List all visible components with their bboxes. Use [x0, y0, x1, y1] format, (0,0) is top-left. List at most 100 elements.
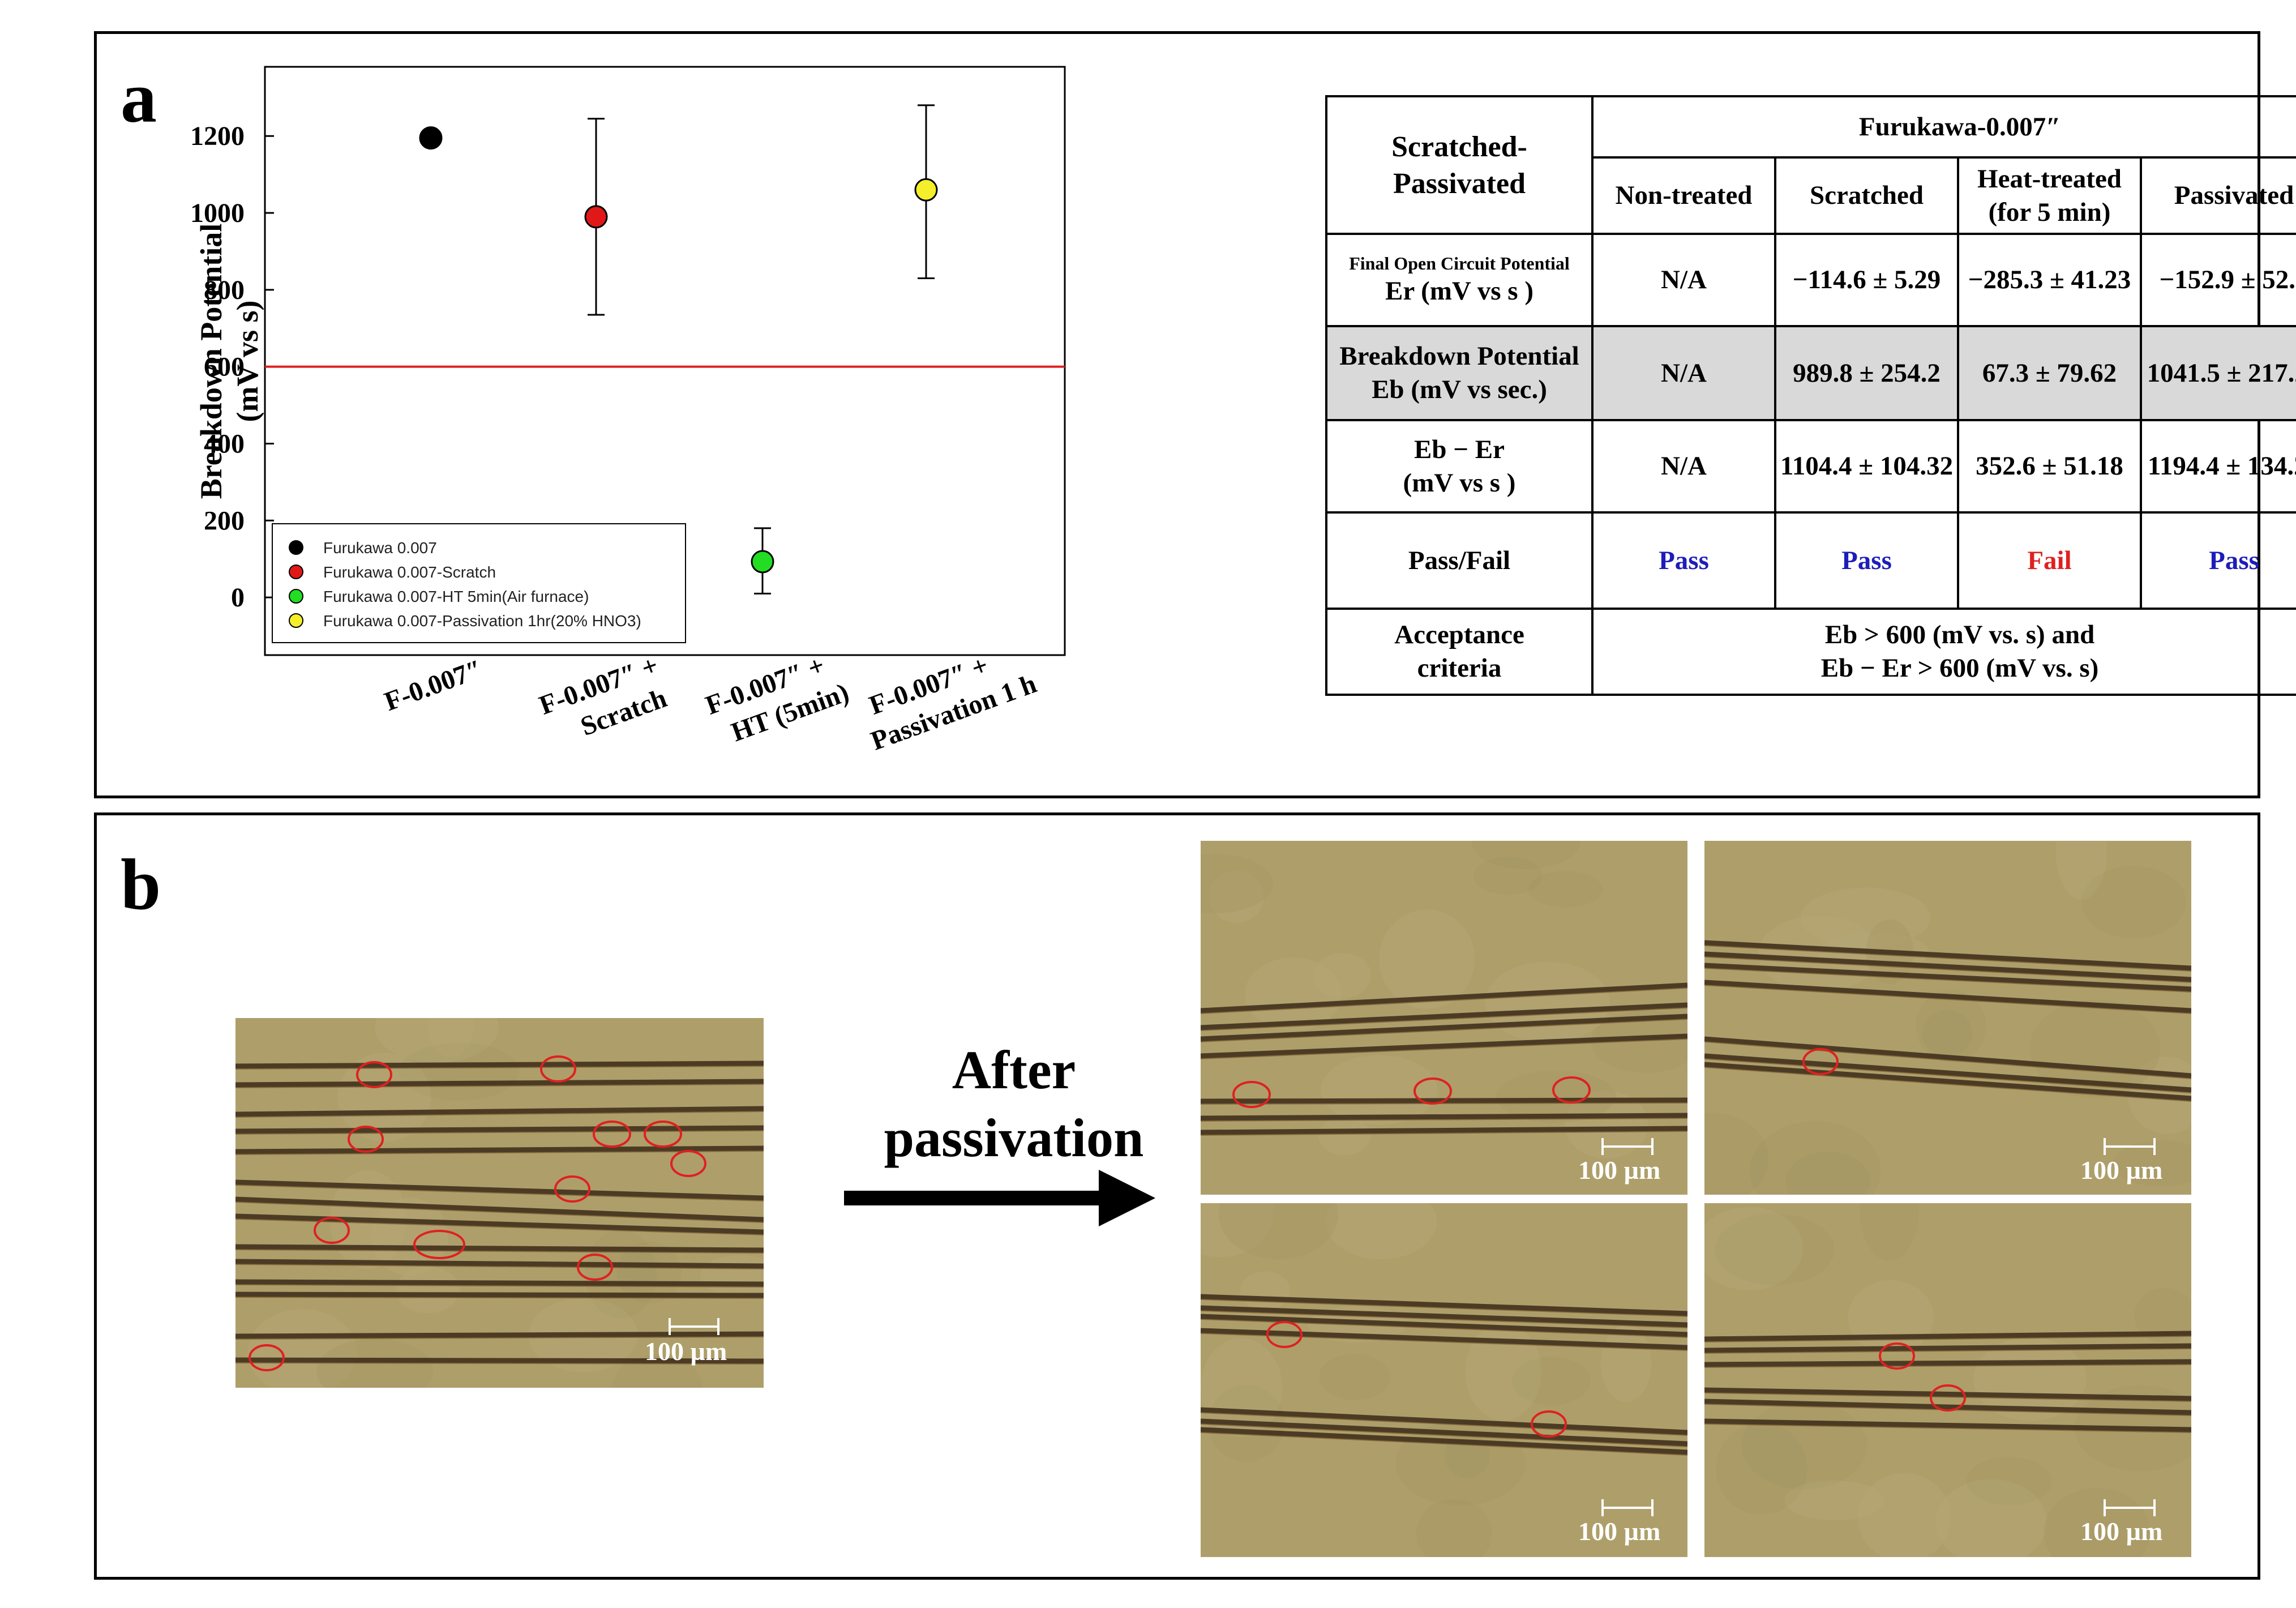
micrograph-texture: [1785, 1151, 1870, 1195]
table-cell: 1041.5 ± 217.22: [2139, 325, 2296, 421]
micrograph-texture: [1858, 1473, 1951, 1557]
micrograph-after-4: [1704, 1203, 2191, 1557]
wire-strand-highlight: [1201, 1019, 1687, 1042]
table-row: Final Open Circuit Potential Er (mV vs s…: [1325, 233, 2296, 327]
wire-strand-highlight: [1201, 1432, 1687, 1456]
wire-strand-highlight: [1704, 1348, 2191, 1354]
row-label: Eb − Er (mV vs s ): [1325, 419, 1594, 514]
micrograph-texture: [1704, 1207, 1804, 1290]
defect-marker: [554, 1175, 590, 1203]
wire-strand: [235, 1179, 764, 1201]
defect-marker: [644, 1121, 682, 1148]
wire-strand-highlight: [235, 1111, 764, 1118]
table-group-header: Furukawa-0.007″: [1591, 95, 2296, 159]
wire-strand: [235, 1125, 764, 1134]
defect-marker: [540, 1055, 576, 1083]
table-row: Pass/Fail Pass Pass Fail Pass: [1325, 511, 2296, 610]
micrograph-texture: [1218, 1203, 1338, 1260]
micrograph-texture: [375, 1018, 499, 1063]
wire-strand-highlight: [1201, 987, 1687, 1014]
micrograph-texture: [1973, 1337, 2087, 1421]
micrograph-texture: [1485, 961, 1610, 1043]
x-category-label: F-0.007″ +HT (5min): [702, 645, 853, 752]
wire-strand-highlight: [235, 1066, 764, 1070]
pass-fail-cell: Fail: [1957, 511, 2142, 610]
micrograph-texture: [616, 1241, 682, 1304]
wire-strand-highlight: [235, 1249, 764, 1254]
wire-strand-highlight: [1704, 1423, 2191, 1433]
defect-marker: [314, 1217, 350, 1244]
y-tick-label: 1000: [190, 198, 245, 228]
wire-strand: [1201, 982, 1687, 1013]
table-cell: 352.6 ± 51.18: [1957, 419, 2142, 514]
defect-marker: [1413, 1077, 1452, 1105]
table-col-header: Heat-treated (for 5 min): [1957, 156, 2142, 235]
micrograph-texture: [1591, 1010, 1687, 1073]
wire-strand-highlight: [235, 1336, 764, 1340]
micrograph-texture: [1848, 1280, 1934, 1354]
wire-strand-highlight: [235, 1284, 764, 1288]
micrograph-texture: [1321, 1055, 1438, 1125]
wire-strand-highlight: [235, 1218, 764, 1235]
micrograph-texture: [1512, 1357, 1591, 1405]
wire-strand-highlight: [1201, 1333, 1687, 1351]
table-cell: 1194.4 ± 134.22: [2139, 419, 2296, 514]
table-col-header: Scratched: [1774, 156, 1959, 235]
wire-strand: [1704, 940, 2191, 971]
table-cell: 67.3 ± 79.62: [1957, 325, 2142, 421]
micrograph-texture: [427, 1018, 475, 1058]
scale-bar-label: 100 µm: [1578, 1156, 1661, 1184]
wire-strand-highlight: [1201, 1299, 1687, 1317]
wire-strand: [1704, 1399, 2191, 1415]
wire-strand: [1704, 1387, 2191, 1401]
micrograph-texture: [396, 1266, 460, 1314]
table-cell: −152.9 ± 52.5: [2139, 233, 2296, 327]
legend-entry: Furukawa 0.007-HT 5min(Air furnace): [323, 588, 589, 605]
panel-b: b 100 µm After passivation 100 µm: [94, 812, 2260, 1580]
micrograph-texture: [1313, 953, 1372, 999]
wire-strand-highlight: [1704, 1336, 2191, 1342]
wire-strand: [1704, 1343, 2191, 1353]
y-axis-label: Breakdown Potential(mV vs s): [194, 224, 264, 499]
legend-marker: [289, 540, 303, 555]
wire-strand: [235, 1145, 764, 1154]
pass-fail-cell: Pass: [1774, 511, 1959, 610]
wire-strand: [235, 1279, 764, 1287]
scale-bar-label: 100 µm: [2080, 1156, 2163, 1184]
wire-strand-highlight: [1704, 1041, 2191, 1079]
wire-strand: [1201, 1013, 1687, 1042]
wire-strand: [235, 1244, 764, 1253]
wire-strand-highlight: [1704, 1364, 2191, 1368]
pass-fail-cell: Pass: [2139, 511, 2296, 610]
acceptance-criteria: Eb > 600 (mV vs. s) and Eb − Er > 600 (mV…: [1591, 608, 2296, 696]
y-tick-label: 0: [231, 583, 245, 613]
wire-strand: [1201, 1126, 1687, 1135]
legend-marker: [289, 613, 303, 628]
wire-strand-highlight: [235, 1184, 764, 1201]
micrograph-texture: [2134, 1288, 2191, 1344]
table-col-header: Passivated: [2139, 156, 2296, 235]
wire-strand-highlight: [1704, 1067, 2191, 1102]
legend-entry: Furukawa 0.007-Passivation 1hr(20% HNO3): [323, 612, 641, 630]
micrograph-texture: [2055, 841, 2107, 900]
wire-strand: [1201, 1418, 1687, 1447]
wire-strand-highlight: [1201, 1310, 1687, 1328]
plot-frame: [264, 66, 1066, 656]
wire-strand: [1201, 1113, 1687, 1121]
wire-strand-highlight: [1201, 1102, 1687, 1105]
defect-marker: [1930, 1384, 1966, 1412]
panel-b-letter: b: [121, 844, 161, 925]
wire-strand-highlight: [235, 1130, 764, 1135]
legend-marker: [289, 589, 303, 604]
scale-bar: [1601, 1138, 1654, 1155]
defect-marker: [348, 1126, 384, 1153]
wire-strand-highlight: [235, 1201, 764, 1223]
data-point: [914, 178, 938, 202]
scale-bar-label: 100 µm: [645, 1337, 727, 1366]
defect-marker: [413, 1230, 465, 1259]
y-tick-label: 600: [204, 352, 245, 382]
x-category-label: F-0.007″ +Scratch: [536, 650, 674, 752]
table-cell: −114.6 ± 5.29: [1774, 233, 1959, 327]
wire-strand-highlight: [235, 1264, 764, 1269]
micrograph-texture: [1465, 1323, 1541, 1421]
